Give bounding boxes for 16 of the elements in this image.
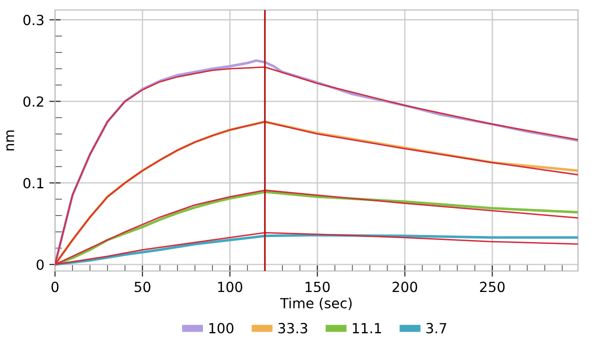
legend-label: 11.1 (352, 323, 381, 334)
y-tick-label: 0.2 (23, 96, 44, 107)
y-axis-title: nm (6, 130, 14, 150)
x-tick-label: 100 (218, 282, 242, 292)
legend-label: 33.3 (278, 322, 308, 334)
x-tick-label: 0 (51, 282, 58, 292)
legend-label: 3.7 (426, 322, 446, 334)
y-tick-label: 0.1 (23, 178, 44, 188)
y-tick-label: 0.3 (23, 14, 44, 26)
legend-label: 100 (209, 322, 234, 334)
x-tick-label: 50 (134, 282, 150, 292)
x-axis-title: Time (sec) (280, 298, 352, 310)
x-tick-label: 200 (392, 282, 418, 292)
x-tick-label: 150 (306, 282, 330, 292)
y-tick-label: 0 (36, 259, 44, 270)
x-tick-label: 250 (480, 282, 505, 292)
